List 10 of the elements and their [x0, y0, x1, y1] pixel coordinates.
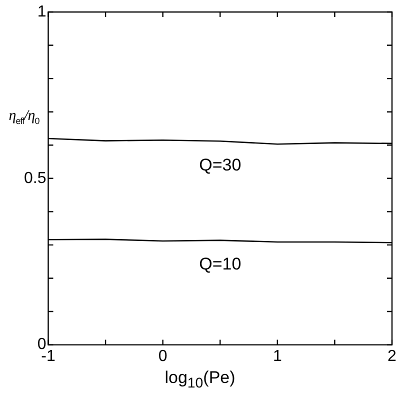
- x-tick-label: 0: [158, 348, 168, 365]
- y-tick-label: 0: [37, 336, 46, 354]
- series-label: Q=30: [199, 155, 242, 174]
- x-tick-label: 2: [388, 348, 397, 365]
- series-label: Q=10: [199, 254, 242, 274]
- x-axis-title: log$_{10}$(Pe): [164, 368, 236, 392]
- y-tick-label: 1: [37, 3, 46, 20]
- x-tick-label: 1: [272, 348, 282, 365]
- y-tick-label: 0.5: [24, 170, 46, 187]
- y-axis-title: η$_{eff}$/η$_{0}$: [8, 108, 40, 126]
